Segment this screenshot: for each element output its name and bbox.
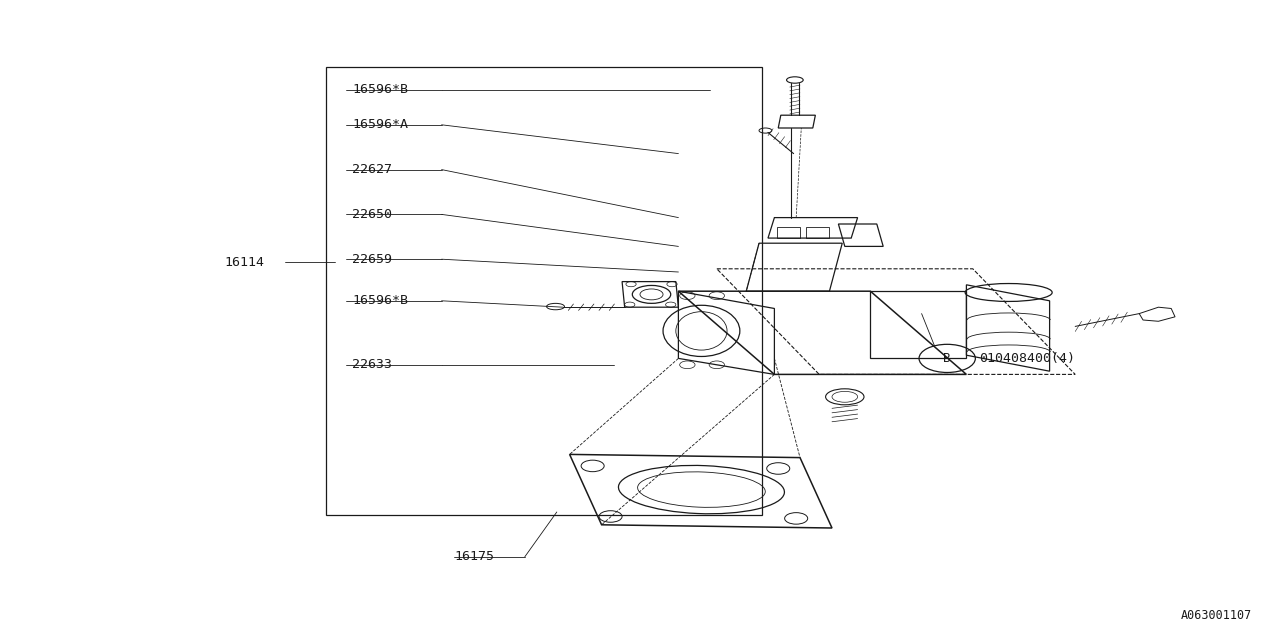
Text: 16114: 16114 [224,256,264,269]
Text: 16596*B: 16596*B [352,294,408,307]
Text: A063001107: A063001107 [1180,609,1252,622]
Text: 22650: 22650 [352,208,392,221]
Text: 16596*B: 16596*B [352,83,408,96]
Text: 16175: 16175 [454,550,494,563]
Text: 22633: 22633 [352,358,392,371]
Text: B: B [943,352,951,365]
Text: 16596*A: 16596*A [352,118,408,131]
Text: 22627: 22627 [352,163,392,176]
Text: 010408400(4): 010408400(4) [979,352,1075,365]
Text: 22659: 22659 [352,253,392,266]
